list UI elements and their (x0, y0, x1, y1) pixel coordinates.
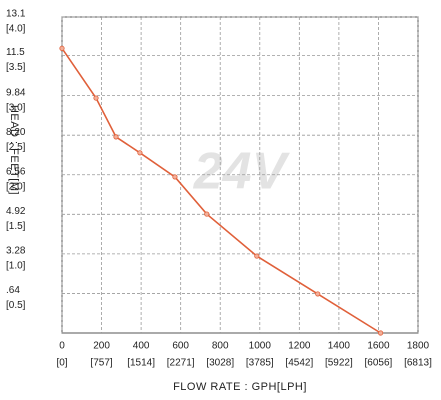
x-tick-label: 0 (59, 341, 65, 352)
x-tick-sublabel: [4542] (285, 358, 313, 369)
x-tick-sublabel: [2271] (167, 358, 195, 369)
x-tick-label: 1800 (407, 341, 430, 352)
y-tick-sublabel: [2.0] (6, 181, 26, 192)
y-tick-label: 6.56 (6, 166, 26, 177)
x-tick-sublabel: [6813] (404, 358, 432, 369)
y-tick-sublabel: [3.0] (6, 102, 26, 113)
point (378, 330, 384, 336)
y-tick-label: 13.1 (6, 9, 26, 20)
x-tick-label: 800 (212, 341, 229, 352)
x-tick-sublabel: [3028] (206, 358, 234, 369)
x-tick-label: 1400 (328, 341, 351, 352)
point (204, 211, 210, 217)
y-tick-label: 3.28 (6, 246, 26, 257)
x-tick-label: 1200 (288, 341, 311, 352)
y-tick-sublabel: [1.5] (6, 221, 26, 232)
x-tick-sublabel: [5922] (325, 358, 353, 369)
y-tick-sublabel: [3.5] (6, 62, 26, 73)
y-tick-label: .64 (6, 285, 20, 296)
x-tick-sublabel: [0] (56, 358, 67, 369)
x-tick-label: 600 (172, 341, 189, 352)
watermark: 24V (193, 143, 291, 201)
y-tick-sublabel: [2.5] (6, 142, 26, 153)
y-tick-label: 8.20 (6, 127, 26, 138)
point (59, 45, 65, 51)
x-tick-sublabel: [757] (90, 358, 112, 369)
y-tick-sublabel: [1.0] (6, 261, 26, 272)
y-tick-label: 9.84 (6, 87, 26, 98)
point (113, 134, 119, 140)
x-tick-label: 200 (93, 341, 110, 352)
point (93, 95, 99, 101)
x-tick-label: 400 (133, 341, 150, 352)
x-tick-sublabel: [6056] (365, 358, 393, 369)
x-tick-sublabel: [3785] (246, 358, 274, 369)
y-tick-label: 4.92 (6, 206, 26, 217)
point (137, 150, 143, 156)
x-tick-label: 1600 (367, 341, 390, 352)
x-tick-label: 1000 (249, 341, 272, 352)
point (315, 291, 321, 297)
x-tick-sublabel: [1514] (127, 358, 155, 369)
x-axis-title: FLOW RATE : GPH[LPH] (173, 381, 307, 393)
y-axis-title: HEAD : FEET[M] (8, 105, 20, 195)
y-tick-sublabel: [4.0] (6, 24, 26, 35)
point (254, 253, 260, 259)
point (172, 174, 178, 180)
y-tick-label: 11.5 (6, 47, 25, 58)
y-tick-sublabel: [0.5] (6, 300, 26, 311)
